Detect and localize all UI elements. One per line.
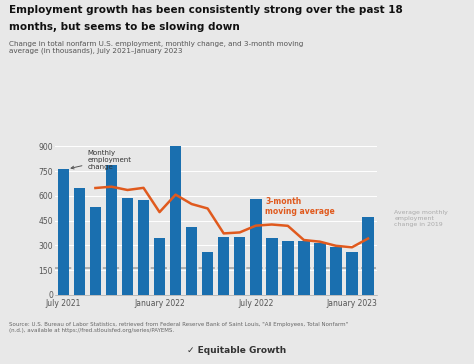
Bar [57, 169, 69, 295]
Text: Change in total nonfarm U.S. employment, monthly change, and 3-month moving
aver: Change in total nonfarm U.S. employment,… [9, 41, 304, 54]
Bar [314, 243, 326, 295]
Bar [234, 237, 246, 295]
Text: Average monthly
employment
change in 2019: Average monthly employment change in 201… [394, 210, 448, 227]
Bar [122, 198, 133, 295]
Bar [73, 188, 85, 295]
Text: Monthly
employment
change: Monthly employment change [71, 150, 131, 170]
Bar [250, 199, 262, 295]
Text: ✓ Equitable Growth: ✓ Equitable Growth [187, 346, 287, 355]
Bar [298, 241, 310, 295]
Bar [90, 207, 101, 295]
Bar [106, 165, 117, 295]
Text: Source: U.S. Bureau of Labor Statistics, retrieved from Federal Reserve Bank of : Source: U.S. Bureau of Labor Statistics,… [9, 322, 348, 333]
Bar [346, 252, 358, 295]
Text: months, but seems to be slowing down: months, but seems to be slowing down [9, 22, 240, 32]
Text: Employment growth has been consistently strong over the past 18: Employment growth has been consistently … [9, 5, 403, 15]
Text: 3-month
moving average: 3-month moving average [265, 197, 335, 216]
Bar [170, 146, 182, 295]
Bar [330, 247, 342, 295]
Bar [202, 252, 213, 295]
Bar [362, 217, 374, 295]
Bar [154, 238, 165, 295]
Bar [138, 201, 149, 295]
Bar [218, 237, 229, 295]
Bar [186, 228, 197, 295]
Bar [282, 241, 293, 295]
Bar [266, 238, 278, 295]
